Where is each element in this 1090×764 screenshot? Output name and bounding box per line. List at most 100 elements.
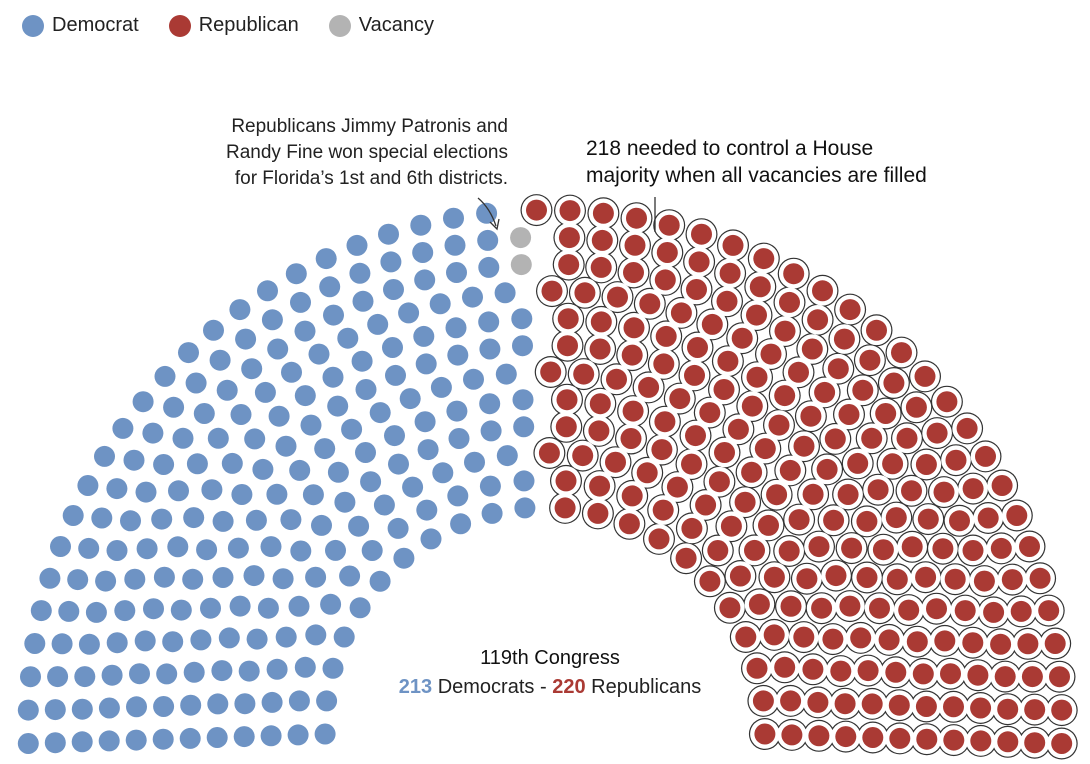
seat-republican [746, 366, 768, 388]
seat-democrat [101, 664, 123, 686]
seat-vacancy [510, 254, 532, 276]
seat-democrat [290, 540, 312, 562]
seat-republican [558, 227, 580, 249]
seat-democrat [39, 567, 61, 589]
seat-republican [648, 528, 670, 550]
seat-republican [620, 428, 642, 449]
seat-democrat [446, 262, 467, 283]
seat-democrat [305, 566, 327, 588]
seat-democrat [432, 462, 454, 484]
seat-republican [779, 459, 801, 481]
seat-democrat [478, 311, 500, 333]
seat-republican [943, 729, 965, 751]
legend-item-republican: Republican [168, 14, 299, 37]
seat-republican [875, 403, 897, 424]
seat-republican [885, 661, 907, 683]
seat-republican [962, 478, 984, 500]
seat-democrat [281, 361, 302, 383]
seat-republican [779, 291, 800, 313]
seat-democrat [287, 724, 309, 746]
seat-republican [915, 454, 937, 475]
seat-democrat [481, 502, 503, 524]
seat-democrat [447, 485, 469, 507]
seat-republican [658, 214, 680, 236]
seat-democrat [496, 445, 518, 467]
seat-democrat [58, 600, 80, 622]
seat-democrat [98, 697, 120, 719]
seat-republican [783, 263, 805, 285]
seat-republican [837, 484, 859, 505]
seat-republican [839, 595, 861, 617]
seat-democrat [162, 631, 184, 653]
seat-democrat [477, 229, 499, 251]
seat-republican [621, 344, 643, 366]
seat-democrat [67, 569, 89, 591]
arrow-pointer-head [489, 218, 500, 231]
seat-republican [807, 691, 829, 713]
seat-democrat [360, 471, 382, 493]
seat-republican [898, 599, 920, 621]
seat-republican [945, 449, 967, 471]
seat-democrat [322, 657, 344, 679]
seat-republican [1024, 732, 1046, 754]
seat-republican [681, 453, 702, 475]
seat-democrat [114, 600, 136, 622]
seat-republican [554, 497, 576, 519]
seat-republican [878, 629, 900, 651]
seat-democrat [448, 428, 470, 449]
seat-democrat [337, 327, 359, 349]
seat-democrat [275, 435, 297, 457]
legend-swatch-republican [168, 14, 191, 37]
seat-republican [758, 514, 779, 536]
seat-republican [801, 338, 823, 360]
seat-republican [847, 452, 869, 474]
seat-democrat [341, 418, 363, 440]
seat-republican [990, 633, 1012, 655]
seat-republican [906, 631, 928, 653]
seat-democrat [388, 453, 409, 475]
seat-democrat [221, 452, 243, 474]
seat-republican [901, 480, 922, 502]
seat-democrat [44, 699, 66, 721]
seat-democrat [349, 262, 371, 284]
seat-democrat [163, 396, 185, 418]
seat-democrat [254, 381, 276, 403]
seat-republican [1001, 569, 1023, 591]
seat-democrat [513, 416, 535, 438]
seat-republican [588, 420, 610, 442]
seat-republican [591, 229, 613, 251]
seat-republican [590, 311, 612, 333]
seat-democrat [207, 693, 229, 715]
seat-republican [802, 658, 824, 680]
seat-democrat [260, 725, 282, 747]
seat-republican [669, 388, 691, 410]
legend-label-democrat: Democrat [52, 14, 139, 36]
legend-swatch-vacancy [328, 14, 351, 37]
seat-democrat [308, 343, 330, 365]
seat-democrat [124, 568, 146, 590]
seat-republican [926, 598, 947, 620]
seat-democrat [257, 597, 279, 619]
seat-democrat [511, 308, 533, 330]
seat-republican [841, 537, 863, 559]
seat-democrat [252, 458, 274, 480]
seat-democrat [494, 282, 516, 304]
seat-republican [973, 570, 995, 592]
seat-democrat [311, 514, 332, 536]
summary-title: 119th Congress [480, 647, 620, 669]
seat-republican [778, 540, 800, 562]
republican-count: 220 [552, 676, 586, 698]
seat-republican [626, 207, 647, 229]
seat-republican [852, 379, 874, 401]
seat-republican [636, 462, 658, 484]
seat-democrat [85, 601, 107, 623]
seat-democrat [346, 234, 368, 256]
seat-republican [590, 256, 612, 278]
seat-republican [914, 365, 936, 387]
seat-democrat [385, 364, 406, 386]
seat-republican [916, 728, 938, 750]
seat-democrat [323, 304, 344, 326]
seat-republican [823, 509, 845, 531]
seat-democrat [479, 475, 501, 497]
seat-democrat [196, 539, 218, 561]
